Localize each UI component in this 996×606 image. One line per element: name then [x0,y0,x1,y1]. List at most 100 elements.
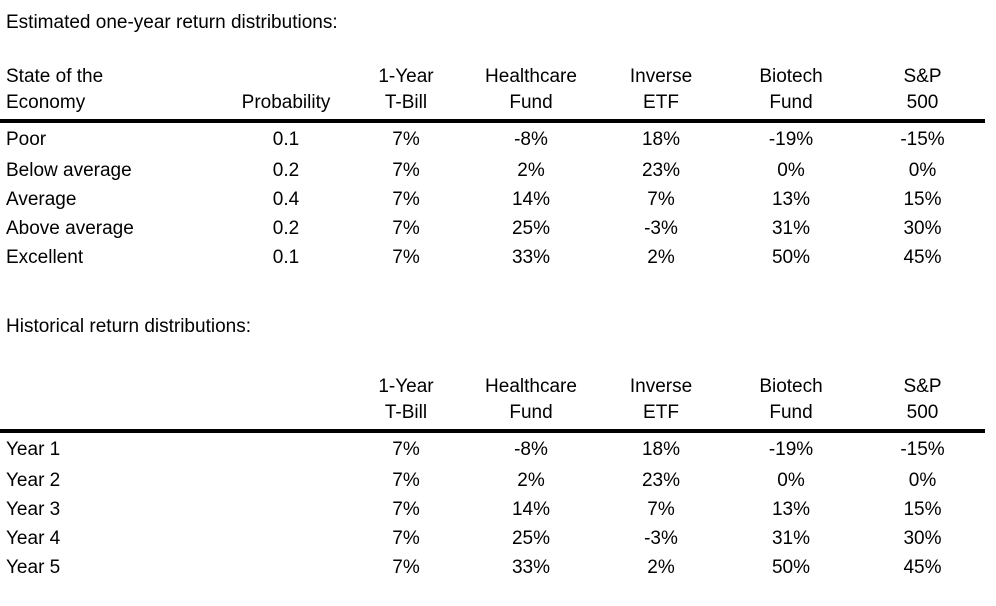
col-header-sp500: S&P 500 [860,64,985,121]
cell-tbill: 7% [392,218,420,239]
table-row: Above average 0.2 7% 25% -3% 31% 30% [0,214,985,243]
header-line: Biotech [759,376,823,397]
header-line: 500 [906,92,939,113]
estimated-table-header: State of the Economy Probability 1-Year … [0,64,985,121]
header-line [6,374,222,400]
row-label: Average [6,189,77,210]
cell-sp500: 15% [903,499,942,520]
cell-healthcare: -8% [514,129,548,150]
cell-biotech: -19% [768,439,814,460]
cell-sp500: -15% [900,129,945,150]
col-header-state-of-economy: State of the Economy [0,64,222,121]
cell-biotech: -19% [768,129,814,150]
cell-inverse: -3% [644,218,678,239]
header-line: Fund [509,402,553,423]
col-header-tbill: 1-Year T-Bill [350,374,462,431]
historical-table-header: 1-Year T-Bill Healthcare Fund Inverse ET… [0,374,985,431]
header-line: Healthcare [485,66,577,87]
cell-sp500: 15% [903,189,942,210]
header-line [222,400,350,426]
col-header-biotech-fund: Biotech Fund [722,64,860,121]
row-label: Year 4 [6,528,61,549]
col-header-blank [222,374,350,431]
cell-blank [222,431,350,466]
row-label: Year 2 [6,470,61,491]
col-header-tbill: 1-Year T-Bill [350,64,462,121]
header-line: Fund [769,92,813,113]
col-header-inverse-etf: Inverse ETF [600,374,722,431]
cell-inverse: 7% [647,499,675,520]
row-label: Above average [6,218,134,239]
header-line: State of the [6,66,104,87]
table-row: Year 5 7% 33% 2% 50% 45% [0,553,985,582]
cell-healthcare: 25% [511,528,551,549]
cell-inverse: 2% [647,557,675,578]
cell-probability: 0.1 [272,247,300,268]
cell-probability: 0.2 [272,218,300,239]
col-header-sp500: S&P 500 [860,374,985,431]
cell-biotech: 0% [777,160,805,181]
estimated-table-body: Poor 0.1 7% -8% 18% -19% -15% Below aver… [0,121,985,272]
historical-table-body: Year 1 7% -8% 18% -19% -15% Year 2 7% 2%… [0,431,985,582]
header-line: ETF [643,402,679,423]
cell-inverse: 18% [641,129,681,150]
cell-sp500: 45% [903,557,942,578]
cell-blank [222,524,350,553]
estimated-returns-table: State of the Economy Probability 1-Year … [0,64,985,272]
cell-tbill: 7% [392,499,420,520]
cell-biotech: 13% [771,499,811,520]
col-header-healthcare-fund: Healthcare Fund [462,374,600,431]
header-line: Biotech [759,66,823,87]
cell-tbill: 7% [392,189,420,210]
row-label: Excellent [6,247,84,268]
cell-healthcare: -8% [514,439,548,460]
header-line: S&P [903,376,942,397]
cell-biotech: 31% [771,218,811,239]
table-row: Year 2 7% 2% 23% 0% 0% [0,466,985,495]
col-header-blank [0,374,222,431]
cell-biotech: 0% [777,470,805,491]
cell-inverse: 23% [641,470,681,491]
header-line: Fund [509,92,553,113]
table-row: Year 1 7% -8% 18% -19% -15% [0,431,985,466]
table-row: Year 4 7% 25% -3% 31% 30% [0,524,985,553]
cell-blank [222,466,350,495]
cell-inverse: 18% [641,439,681,460]
row-label: Year 1 [6,439,61,460]
header-row: State of the Economy Probability 1-Year … [0,64,985,121]
header-line: Healthcare [485,376,577,397]
cell-tbill: 7% [392,247,420,268]
cell-healthcare: 14% [511,499,551,520]
cell-biotech: 31% [771,528,811,549]
col-header-healthcare-fund: Healthcare Fund [462,64,600,121]
cell-biotech: 50% [771,247,811,268]
cell-healthcare: 25% [511,218,551,239]
row-label: Poor [6,129,47,150]
cell-inverse: -3% [644,528,678,549]
estimated-section-title: Estimated one-year return distributions: [6,12,338,33]
cell-biotech: 50% [771,557,811,578]
header-line: Fund [769,402,813,423]
header-line: T-Bill [384,92,428,113]
table-row: Year 3 7% 14% 7% 13% 15% [0,495,985,524]
table-row: Below average 0.2 7% 2% 23% 0% 0% [0,156,985,185]
header-line: 1-Year [378,376,434,397]
cell-blank [222,495,350,524]
cell-tbill: 7% [392,557,420,578]
cell-healthcare: 14% [511,189,551,210]
cell-sp500: 0% [908,160,937,181]
header-line: 1-Year [378,66,434,87]
cell-probability: 0.2 [272,160,300,181]
header-line: Inverse [629,66,693,87]
cell-tbill: 7% [392,439,420,460]
col-header-inverse-etf: Inverse ETF [600,64,722,121]
cell-healthcare: 2% [517,160,545,181]
header-line: Probability [241,92,331,113]
cell-sp500: 0% [908,470,937,491]
cell-inverse: 2% [647,247,675,268]
header-line: Inverse [629,376,693,397]
table-row: Poor 0.1 7% -8% 18% -19% -15% [0,121,985,156]
cell-tbill: 7% [392,129,420,150]
cell-tbill: 7% [392,160,420,181]
row-label: Year 5 [6,557,61,578]
